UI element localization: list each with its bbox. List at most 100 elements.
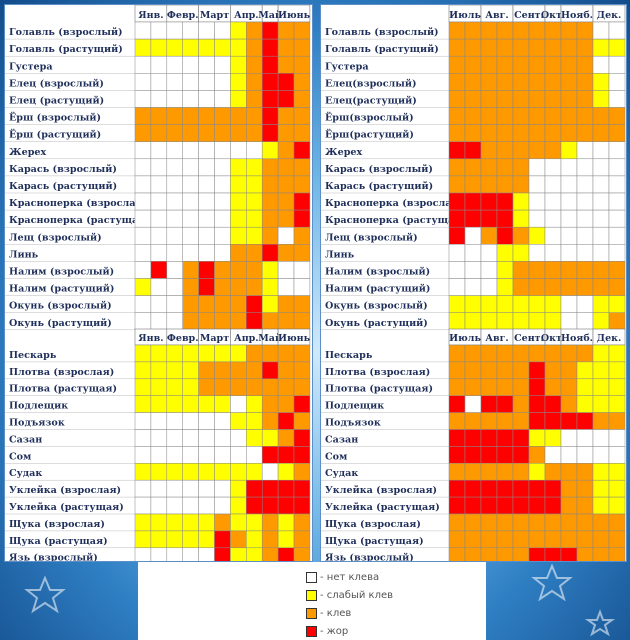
heat-cell bbox=[293, 547, 311, 565]
heat-cell bbox=[592, 73, 610, 91]
heat-cell bbox=[150, 344, 168, 363]
heat-cell bbox=[496, 496, 514, 515]
heat-cell bbox=[496, 513, 514, 532]
heat-cell bbox=[528, 395, 546, 413]
fish-label: Налим (взрослый) bbox=[325, 267, 430, 278]
heat-cell bbox=[544, 226, 562, 245]
heat-cell bbox=[166, 55, 183, 74]
heat-cell bbox=[246, 21, 263, 40]
heat-cell bbox=[277, 463, 295, 481]
heat-cell bbox=[480, 21, 498, 40]
month-label: Апр. bbox=[234, 333, 259, 344]
month-label: Февр. bbox=[167, 333, 199, 344]
heat-cell bbox=[576, 244, 594, 262]
heat-cell bbox=[448, 547, 466, 565]
heat-cell bbox=[576, 278, 594, 296]
heat-cell bbox=[134, 312, 152, 331]
heat-cell bbox=[230, 361, 247, 380]
heat-cell bbox=[480, 395, 498, 413]
heat-cell bbox=[246, 158, 263, 177]
heat-cell bbox=[608, 261, 626, 279]
heat-cell bbox=[464, 513, 482, 532]
heat-cell bbox=[496, 175, 514, 194]
heat-cell bbox=[608, 378, 626, 396]
heat-cell bbox=[560, 73, 578, 91]
fish-label: Щука (взрослая) bbox=[9, 519, 105, 530]
fish-label: Сом bbox=[9, 451, 31, 462]
heat-cell bbox=[166, 73, 183, 91]
heat-cell bbox=[293, 158, 311, 177]
heat-cell bbox=[166, 479, 183, 498]
heat-cell bbox=[496, 38, 514, 57]
heat-cell bbox=[246, 361, 263, 380]
heat-cell bbox=[230, 55, 247, 74]
heat-cell bbox=[512, 295, 530, 313]
heat-cell bbox=[592, 530, 610, 549]
heat-cell bbox=[592, 278, 610, 296]
fish-label: Ёрш (растущий) bbox=[9, 128, 101, 141]
heat-cell bbox=[261, 261, 279, 279]
heat-cell bbox=[608, 192, 626, 211]
heat-cell bbox=[134, 158, 152, 177]
heat-cell bbox=[528, 226, 546, 245]
heat-cell bbox=[496, 412, 514, 430]
heat-cell bbox=[560, 312, 578, 331]
heat-cell bbox=[230, 209, 247, 228]
heat-cell bbox=[150, 378, 168, 396]
heat-cell bbox=[277, 312, 295, 331]
heat-cell bbox=[134, 192, 152, 211]
heat-cell bbox=[166, 226, 183, 245]
heat-cell bbox=[293, 209, 311, 228]
heat-cell bbox=[277, 90, 295, 108]
heat-cell bbox=[448, 209, 466, 228]
fish-label: Пескарь bbox=[9, 350, 57, 361]
heat-cell bbox=[512, 547, 530, 565]
heat-cell bbox=[230, 395, 247, 413]
heat-cell bbox=[496, 192, 514, 211]
heat-cell bbox=[512, 38, 530, 57]
heat-cell bbox=[166, 244, 183, 262]
heat-cell bbox=[496, 21, 514, 40]
fish-label: Плотва (взрослая) bbox=[325, 367, 430, 378]
heat-cell bbox=[576, 192, 594, 211]
heat-cell bbox=[230, 192, 247, 211]
heat-cell bbox=[166, 344, 183, 363]
month-label: Февр. bbox=[167, 10, 199, 21]
heat-cell bbox=[277, 295, 295, 313]
legend-swatch bbox=[306, 625, 317, 637]
heat-cell bbox=[166, 38, 183, 57]
heat-cell bbox=[480, 479, 498, 498]
heat-cell bbox=[214, 73, 231, 91]
heat-cell bbox=[576, 513, 594, 532]
heat-cell bbox=[293, 395, 311, 413]
heat-cell bbox=[134, 278, 152, 296]
heat-cell bbox=[277, 496, 295, 515]
heat-cell bbox=[512, 261, 530, 279]
heat-cell bbox=[512, 192, 530, 211]
fish-label: Уклейка (взрослая) bbox=[325, 485, 437, 496]
heat-cell bbox=[214, 412, 231, 430]
heat-cell bbox=[496, 73, 514, 91]
fish-label: Лещ (взрослый) bbox=[325, 232, 418, 243]
heat-cell bbox=[182, 344, 199, 363]
heat-cell bbox=[560, 21, 578, 40]
heat-cell bbox=[214, 55, 231, 74]
heat-cell bbox=[134, 141, 152, 160]
month-label: Авг. bbox=[485, 10, 508, 21]
heat-cell bbox=[246, 378, 263, 396]
heat-cell bbox=[496, 90, 514, 108]
heat-cell bbox=[214, 209, 231, 228]
heat-cell bbox=[261, 38, 279, 57]
heat-cell bbox=[464, 412, 482, 430]
heat-cell bbox=[150, 530, 168, 549]
heat-cell bbox=[544, 90, 562, 108]
heat-cell bbox=[150, 21, 168, 40]
heat-cell bbox=[182, 90, 199, 108]
heat-cell bbox=[496, 244, 514, 262]
heat-cell bbox=[214, 244, 231, 262]
heat-cell bbox=[246, 38, 263, 57]
heat-cell bbox=[261, 378, 279, 396]
heat-cell bbox=[560, 38, 578, 57]
heat-cell bbox=[448, 175, 466, 194]
fish-label: Язь (взрослый) bbox=[9, 553, 98, 561]
